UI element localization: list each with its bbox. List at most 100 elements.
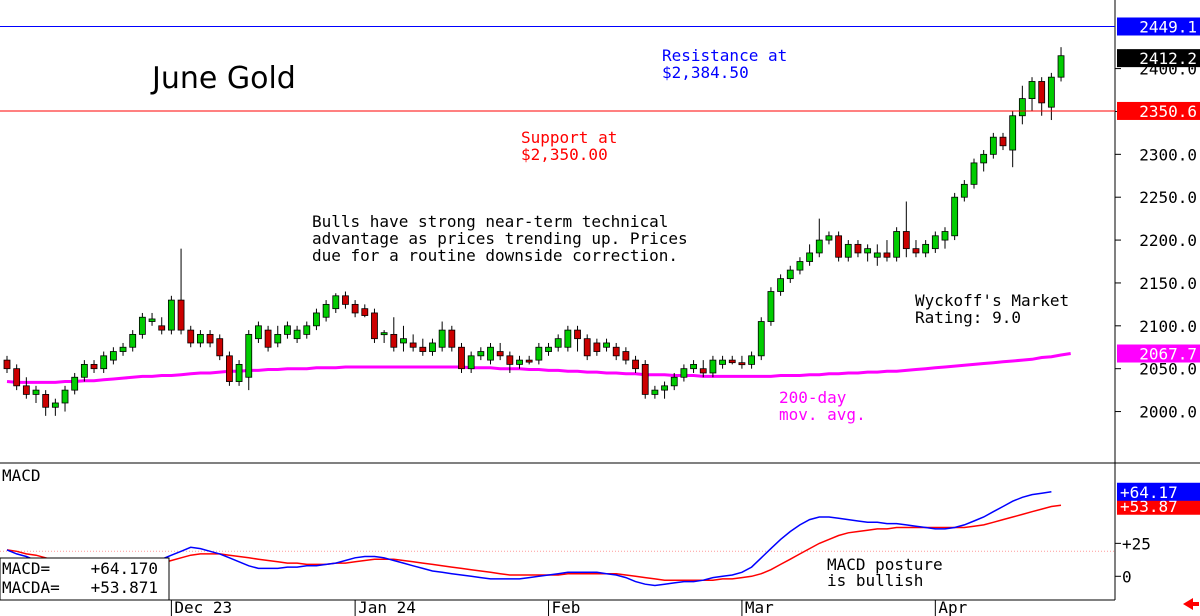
- rating-line1: Wyckoff's Market: [915, 291, 1069, 310]
- candle: [148, 312, 156, 326]
- candle-body: [844, 243, 852, 258]
- candle: [371, 308, 378, 343]
- price-tick-label: 2300.0: [1139, 145, 1197, 164]
- resistance-label-line1: Resistance at: [662, 46, 787, 65]
- candle-body: [593, 342, 601, 352]
- macda-readout-label: MACDA=: [2, 578, 60, 597]
- macd-readout-value: +64.170: [91, 559, 158, 578]
- candle: [1047, 72, 1055, 121]
- candle-body: [80, 363, 88, 378]
- candle: [603, 338, 610, 352]
- candle: [690, 360, 697, 373]
- candle-body: [32, 389, 40, 395]
- candle-body: [883, 252, 891, 258]
- candle-body: [477, 351, 485, 357]
- rating-line2: Rating: 9.0: [915, 308, 1021, 327]
- candle-body: [61, 389, 69, 404]
- candle-body: [409, 342, 417, 348]
- macda-tag: +53.87: [1117, 496, 1200, 516]
- candle-body: [187, 329, 195, 344]
- candle-body: [216, 338, 224, 357]
- macd-layer: +25 0 +53.87+64.17: [0, 482, 1200, 586]
- candle-body: [255, 325, 262, 340]
- candle-body: [487, 346, 494, 361]
- candle-body: [496, 351, 504, 357]
- candle-body: [226, 355, 233, 382]
- candle: [264, 325, 272, 352]
- candle-body: [902, 231, 910, 250]
- candle: [129, 330, 137, 352]
- candle: [138, 312, 146, 339]
- price-tag: 2350.6: [1117, 101, 1200, 121]
- candle: [902, 201, 910, 258]
- candle: [970, 158, 978, 189]
- macd-posture-line2: is bullish: [827, 571, 923, 590]
- candle: [535, 342, 543, 365]
- candle: [3, 355, 11, 373]
- candle: [438, 321, 446, 352]
- x-tick-label: Mar: [745, 598, 774, 616]
- candle: [255, 321, 262, 343]
- price-tick-label: 2000.0: [1139, 403, 1197, 422]
- moving-average-layer: [6, 352, 1071, 384]
- candle-body: [690, 363, 697, 370]
- candle-body: [583, 338, 591, 357]
- candle: [71, 372, 79, 395]
- candle: [361, 304, 369, 318]
- candle-body: [196, 333, 204, 344]
- candle: [912, 240, 920, 258]
- price-tick-label: 2050.0: [1139, 360, 1197, 379]
- candle-body: [873, 252, 881, 258]
- price-tags: 2449.1 2412.2 2350.6 2067.7: [1117, 17, 1200, 364]
- ma-label-line1: 200-day: [779, 388, 847, 407]
- candle-body: [641, 363, 649, 395]
- candle: [322, 300, 330, 322]
- candle-body: [71, 376, 79, 391]
- candle: [458, 342, 465, 373]
- candle-body: [313, 312, 320, 327]
- candle: [274, 325, 282, 348]
- candle-body: [719, 359, 726, 365]
- candle-body: [661, 385, 668, 391]
- price-tick-label: 2200.0: [1139, 231, 1197, 250]
- candle-body: [603, 342, 610, 348]
- support-label-line1: Support at: [521, 128, 617, 147]
- candle: [303, 321, 311, 339]
- candle-body: [893, 231, 901, 258]
- support-label-line2: $2,350.00: [521, 145, 608, 164]
- candle-body: [148, 318, 156, 322]
- candle-body: [303, 325, 311, 335]
- candle: [873, 244, 881, 266]
- candle-body: [622, 351, 630, 361]
- candle: [719, 355, 726, 369]
- candle: [448, 325, 456, 352]
- candle-body: [138, 316, 146, 335]
- candle: [226, 351, 233, 386]
- scroll-left-arrow-icon[interactable]: [1183, 598, 1199, 610]
- macda-tag-bg: [1117, 496, 1200, 515]
- candle-body: [264, 329, 272, 348]
- candle-body: [293, 329, 301, 340]
- macd-posture-line1: MACD posture: [827, 555, 943, 574]
- candle: [342, 291, 349, 309]
- candle: [100, 351, 108, 373]
- candle-body: [167, 299, 175, 331]
- candle-body: [632, 359, 639, 370]
- candle: [467, 351, 475, 373]
- candle-body: [941, 231, 949, 241]
- candle: [51, 398, 59, 416]
- candle: [42, 390, 50, 416]
- price-tick-label: 2100.0: [1139, 317, 1197, 336]
- candle-body: [245, 333, 253, 378]
- candle-body: [458, 346, 465, 370]
- candle-body: [912, 248, 920, 254]
- candle: [883, 240, 891, 262]
- candle: [187, 325, 195, 348]
- comment-line1: Bulls have strong near-term technical: [312, 212, 668, 231]
- macd-tag: +64.17: [1117, 482, 1200, 502]
- candle-body: [525, 359, 533, 363]
- candle: [583, 334, 591, 361]
- candle: [931, 231, 939, 253]
- candle-body: [806, 252, 814, 262]
- candle: [61, 385, 69, 412]
